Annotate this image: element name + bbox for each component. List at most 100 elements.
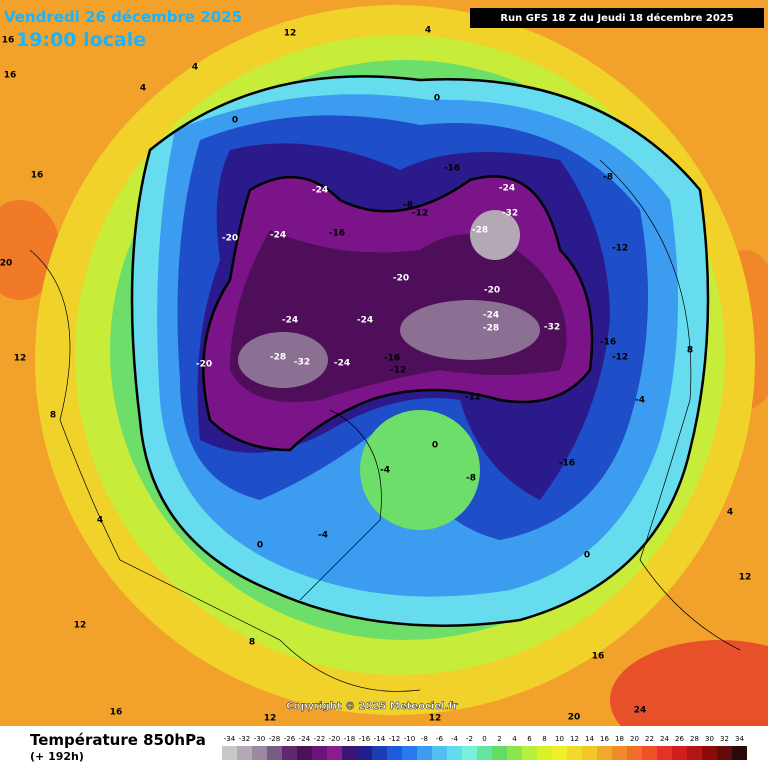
contour-label: 0	[584, 551, 590, 561]
contour-label: -28	[472, 226, 488, 236]
scale-tick: 8	[542, 735, 546, 743]
scale-tick: 34	[735, 735, 744, 743]
contour-label: 4	[425, 26, 431, 36]
contour-label: 4	[192, 63, 198, 73]
scale-tick: 18	[615, 735, 624, 743]
scale-swatch	[687, 746, 702, 760]
scale-swatch	[507, 746, 522, 760]
contour-label: -8	[403, 201, 413, 211]
scale-tick: 10	[555, 735, 564, 743]
contour-label: -24	[312, 186, 328, 196]
time: 19:00 locale	[16, 29, 146, 51]
scale-tick: -18	[344, 735, 355, 743]
scale-swatch	[717, 746, 732, 760]
scale-tick: -10	[404, 735, 415, 743]
scale-swatch	[657, 746, 672, 760]
contour-label: 16	[110, 708, 123, 718]
contour-label: -20	[484, 286, 500, 296]
isotherm-zero	[130, 75, 710, 627]
zone-coldest	[400, 300, 540, 360]
scale-tick: 28	[690, 735, 699, 743]
scale-swatch	[417, 746, 432, 760]
contour-label: 20	[0, 259, 12, 269]
footer: Température 850hPa (+ 192h) -34 -32 -30 -28…	[0, 726, 768, 768]
scale-tick: 20	[630, 735, 639, 743]
isotherm	[202, 175, 594, 452]
contour-label: -24	[282, 316, 298, 326]
scale-swatch	[222, 746, 237, 760]
contour-label: -16	[384, 354, 400, 364]
scale-swatch	[672, 746, 687, 760]
color-scale: -34 -32 -30 -28 -26 -24 -22 -20 -18 -16 -14 -12 -10-…	[222, 735, 747, 760]
contour-label: -4	[380, 466, 390, 476]
scale-swatch	[252, 746, 267, 760]
contour-label: 16	[31, 171, 44, 181]
scale-tick: -22	[314, 735, 325, 743]
scale-swatch	[492, 746, 507, 760]
contour-label: -20	[393, 274, 409, 284]
scale-swatch	[642, 746, 657, 760]
scale-swatch	[267, 746, 282, 760]
contour-label: -12	[465, 393, 481, 403]
warm-area	[0, 200, 60, 300]
footer-subtitle: (+ 192h)	[30, 750, 84, 763]
scale-swatch	[612, 746, 627, 760]
contour-label: -24	[483, 311, 499, 321]
scale-tick: -2	[466, 735, 473, 743]
scale-tick: 30	[705, 735, 714, 743]
contour-label: 0	[232, 116, 238, 126]
scale-tick: -6	[436, 735, 444, 743]
scale-tick: -20	[329, 735, 340, 743]
contour-label: 12	[739, 573, 752, 583]
scale-swatch	[462, 746, 477, 760]
scale-tick: -16	[359, 735, 371, 743]
contour-label: 0	[432, 441, 438, 451]
contour-label: -32	[502, 209, 518, 219]
scale-tick: 32	[720, 735, 729, 743]
contour-label: 8	[687, 346, 693, 356]
scale-tick: 2	[497, 735, 501, 743]
contour-label: 16	[4, 71, 17, 81]
scale-tick: 4	[512, 735, 517, 743]
contour-label: -4	[318, 531, 328, 541]
scale-swatch	[477, 746, 492, 760]
scale-tick: -26	[284, 735, 296, 743]
scale-swatch	[282, 746, 297, 760]
scale-tick: -30	[254, 735, 265, 743]
contour-label: -32	[294, 358, 310, 368]
map: Vendredi 26 décembre 2025 19:00 locale R…	[0, 0, 768, 726]
scale-swatch	[237, 746, 252, 760]
contour-label: -16	[600, 338, 616, 348]
contour-label: -28	[270, 353, 286, 363]
copyright: Copyright © 2025 Meteociel.fr	[286, 701, 457, 712]
contour-label: 8	[249, 638, 255, 648]
zone-coldest	[238, 332, 328, 388]
contour-label: -12	[412, 209, 428, 219]
contour-label: 12	[264, 714, 277, 724]
warm-area	[610, 640, 768, 726]
scale-tick: 16	[600, 735, 609, 743]
scale-swatch	[522, 746, 537, 760]
footer-title: Température 850hPa	[30, 731, 206, 749]
isotherm	[130, 75, 710, 627]
scale-swatch	[702, 746, 717, 760]
scale-swatch	[327, 746, 342, 760]
scale-swatch	[627, 746, 642, 760]
scale-tick: -34	[224, 735, 236, 743]
scale-tick: 6	[527, 735, 532, 743]
date: Vendredi 26 décembre 2025	[4, 8, 242, 26]
scale-swatch	[387, 746, 402, 760]
contour-label: -8	[466, 474, 476, 484]
contour-label: 0	[257, 541, 263, 551]
scale-swatch	[312, 746, 327, 760]
scale-tick: 0	[482, 735, 486, 743]
contour-label: 16	[2, 36, 15, 46]
scale-tick: -28	[269, 735, 280, 743]
scale-swatch	[447, 746, 462, 760]
coastlines	[29, 159, 741, 692]
contour-label: 12	[284, 29, 297, 39]
contour-label: -24	[357, 316, 373, 326]
scale-tick: -4	[451, 735, 459, 743]
scale-swatch	[432, 746, 447, 760]
scale-swatch	[552, 746, 567, 760]
